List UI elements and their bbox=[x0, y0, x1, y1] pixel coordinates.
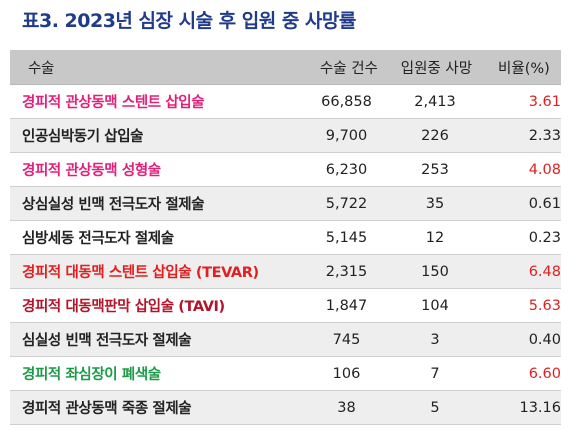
header-procedure: 수술 bbox=[28, 60, 54, 77]
procedure-deaths: 5 bbox=[430, 399, 440, 416]
procedure-count: 2,315 bbox=[325, 263, 368, 280]
procedure-deaths: 7 bbox=[430, 365, 440, 382]
procedure-name: 경피적 대동맥판막 삽입술 (TAVI) bbox=[22, 299, 225, 315]
procedure-rate: 4.08 bbox=[528, 161, 561, 178]
table-row: 심방세동 전극도자 절제술 5,145 12 0.23 bbox=[10, 221, 561, 255]
procedure-name: 경피적 관상동맥 성형술 bbox=[22, 163, 161, 179]
procedure-rate: 3.61 bbox=[528, 93, 561, 110]
header-rate: 비율(%) bbox=[498, 60, 550, 77]
procedure-deaths: 104 bbox=[421, 297, 449, 314]
procedure-count: 66,858 bbox=[321, 93, 372, 110]
procedure-name: 경피적 대동맥 스텐트 삽입술 (TEVAR) bbox=[22, 265, 259, 281]
table-row: 심실성 빈맥 전극도자 절제술 745 3 0.40 bbox=[10, 323, 561, 357]
procedure-count: 5,145 bbox=[325, 229, 368, 246]
procedure-name: 경피적 관상동맥 스텐트 삽입술 bbox=[22, 95, 205, 111]
procedure-deaths: 12 bbox=[425, 229, 445, 246]
procedure-count: 6,230 bbox=[325, 161, 368, 178]
table-row: 경피적 관상동맥 성형술 6,230 253 4.08 bbox=[10, 153, 561, 187]
procedure-deaths: 150 bbox=[421, 263, 449, 280]
procedure-deaths: 226 bbox=[421, 127, 449, 144]
procedure-name: 경피적 좌심장이 폐색술 bbox=[22, 367, 161, 383]
procedure-rate: 13.16 bbox=[519, 399, 561, 416]
table-title: 표3. 2023년 심장 시술 후 입원 중 사망률 bbox=[22, 10, 356, 32]
table-row: 경피적 관상동맥 죽종 절제술 38 5 13.16 bbox=[10, 391, 561, 425]
procedure-name: 인공심박동기 삽입술 bbox=[22, 129, 144, 145]
mortality-table: 수술 수술 건수 입원중 사망 비율(%) 경피적 관상동맥 스텐트 삽입술 66… bbox=[10, 50, 561, 425]
table-row: 경피적 좌심장이 폐색술 106 7 6.60 bbox=[10, 357, 561, 391]
procedure-count: 9,700 bbox=[325, 127, 368, 144]
procedure-rate: 5.63 bbox=[528, 297, 561, 314]
procedure-deaths: 2,413 bbox=[414, 93, 456, 110]
procedure-rate: 0.61 bbox=[528, 195, 561, 212]
header-count: 수술 건수 bbox=[319, 60, 378, 77]
procedure-count: 5,722 bbox=[325, 195, 368, 212]
procedure-name: 상심실성 빈맥 전극도자 절제술 bbox=[22, 197, 205, 213]
table-row: 인공심박동기 삽입술 9,700 226 2.33 bbox=[10, 119, 561, 153]
table-header-row: 수술 수술 건수 입원중 사망 비율(%) bbox=[10, 50, 561, 85]
procedure-deaths: 35 bbox=[425, 195, 445, 212]
table-row: 경피적 대동맥판막 삽입술 (TAVI) 1,847 104 5.63 bbox=[10, 289, 561, 323]
procedure-rate: 0.40 bbox=[528, 331, 561, 348]
procedure-rate: 0.23 bbox=[528, 229, 561, 246]
procedure-name: 경피적 관상동맥 죽종 절제술 bbox=[22, 401, 192, 417]
header-deaths: 입원중 사망 bbox=[400, 60, 473, 77]
procedure-name: 심실성 빈맥 전극도자 절제술 bbox=[22, 333, 192, 349]
procedure-deaths: 253 bbox=[421, 161, 449, 178]
table-row: 경피적 대동맥 스텐트 삽입술 (TEVAR) 2,315 150 6.48 bbox=[10, 255, 561, 289]
procedure-rate: 6.48 bbox=[528, 263, 561, 280]
procedure-rate: 6.60 bbox=[528, 365, 561, 382]
table-row: 상심실성 빈맥 전극도자 절제술 5,722 35 0.61 bbox=[10, 187, 561, 221]
procedure-count: 1,847 bbox=[325, 297, 368, 314]
procedure-rate: 2.33 bbox=[528, 127, 561, 144]
procedure-deaths: 3 bbox=[430, 331, 440, 348]
procedure-count: 38 bbox=[337, 399, 356, 416]
table-row: 경피적 관상동맥 스텐트 삽입술 66,858 2,413 3.61 bbox=[10, 85, 561, 119]
procedure-count: 745 bbox=[332, 331, 361, 348]
procedure-name: 심방세동 전극도자 절제술 bbox=[22, 231, 174, 247]
procedure-count: 106 bbox=[332, 365, 361, 382]
